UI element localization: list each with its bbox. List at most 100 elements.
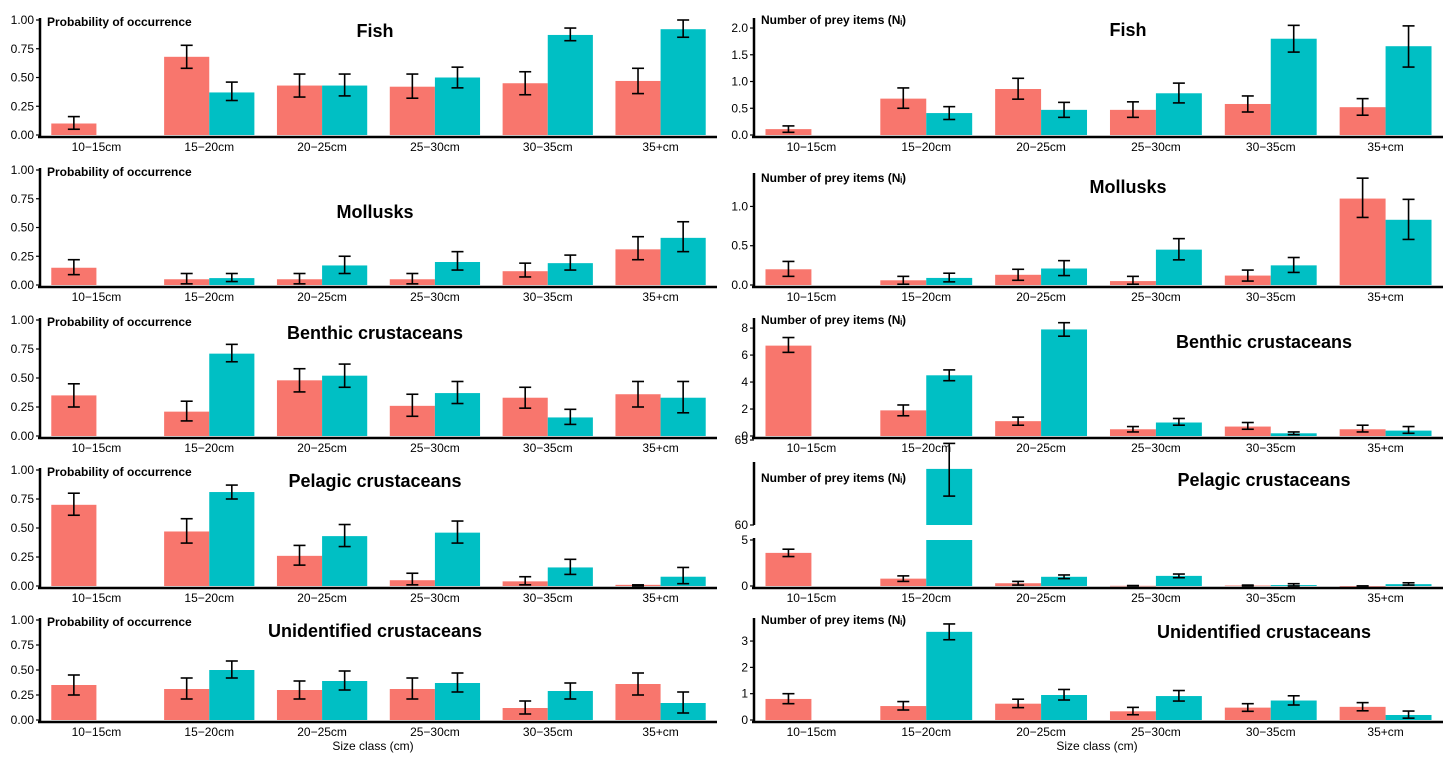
- y-tick-label: 0.25: [11, 249, 35, 263]
- bar-b: [1041, 268, 1088, 285]
- bar-b: [926, 631, 973, 720]
- x-tick-label: 15−20cm: [901, 591, 951, 605]
- x-tick-label: 20−25cm: [297, 140, 347, 154]
- panel-title: Unidentified crustaceans: [268, 621, 482, 641]
- bar-a: [995, 421, 1042, 436]
- y-tick-label: 0: [741, 429, 748, 443]
- bar-a: [1224, 426, 1271, 436]
- y-tick-label: 2.0: [731, 21, 748, 35]
- bar-b: [1270, 700, 1317, 720]
- x-tick-label: 10−15cm: [787, 591, 837, 605]
- y-tick-label: 0.00: [11, 429, 35, 443]
- x-tick-label: 10−15cm: [787, 290, 837, 304]
- panel-title: Pelagic crustaceans: [288, 471, 461, 491]
- x-tick-label: 35+cm: [1367, 591, 1403, 605]
- x-tick-label: 30−35cm: [523, 441, 573, 455]
- bar-b: [547, 263, 593, 285]
- panel-title: Mollusks: [1089, 177, 1166, 197]
- bar-b: [1155, 696, 1202, 720]
- x-tick-label: 15−20cm: [184, 591, 234, 605]
- y-tick-label: 0.0: [731, 278, 748, 292]
- bar-b: [926, 375, 973, 436]
- x-tick-label: 15−20cm: [184, 441, 234, 455]
- x-tick-label: 25−30cm: [1131, 591, 1181, 605]
- bar-b: [926, 113, 973, 135]
- x-tick-label: 30−35cm: [1246, 290, 1296, 304]
- bar-a: [1109, 711, 1156, 720]
- x-tick-label: 30−35cm: [523, 591, 573, 605]
- panel-title: Benthic crustaceans: [287, 323, 463, 343]
- bar-a: [164, 56, 210, 135]
- bar-a: [995, 703, 1042, 720]
- x-tick-label: 15−20cm: [184, 140, 234, 154]
- bar-b: [209, 492, 255, 586]
- y-tick-label: 6: [741, 348, 748, 362]
- x-tick-label: 20−25cm: [297, 441, 347, 455]
- y-tick-label: 2: [741, 402, 748, 416]
- y-tick-label: 1.00: [11, 313, 35, 327]
- x-tick-label: 10−15cm: [787, 140, 837, 154]
- x-tick-label: 35+cm: [642, 290, 678, 304]
- y-tick-label: 0.00: [11, 579, 35, 593]
- bar-a: [765, 345, 812, 436]
- bar-a: [880, 578, 927, 586]
- x-tick-label: 25−30cm: [410, 725, 460, 739]
- panel-title: Fish: [1109, 20, 1146, 40]
- x-tick-label: 25−30cm: [410, 290, 460, 304]
- y-tick-label: 1.5: [731, 48, 748, 62]
- y-axis-label: Number of prey items (Nᵢ): [761, 13, 906, 27]
- x-tick-label: 25−30cm: [1131, 441, 1181, 455]
- panel-title: Benthic crustaceans: [1176, 332, 1352, 352]
- x-tick-label: 25−30cm: [1131, 290, 1181, 304]
- y-tick-label: 65: [735, 433, 749, 447]
- y-tick-label: 0: [741, 579, 748, 593]
- bar-b: [547, 34, 593, 136]
- y-tick-label: 2: [741, 660, 748, 674]
- x-tick-label: 15−20cm: [184, 290, 234, 304]
- x-tick-label: 30−35cm: [1246, 591, 1296, 605]
- y-tick-label: 4: [741, 375, 748, 389]
- y-tick-label: 0.75: [11, 342, 35, 356]
- y-tick-label: 3: [741, 634, 748, 648]
- bar-b: [1041, 329, 1088, 436]
- y-tick-label: 0.75: [11, 192, 35, 206]
- x-tick-label: 35+cm: [642, 441, 678, 455]
- y-tick-label: 0.25: [11, 99, 35, 113]
- bar-b: [1270, 265, 1317, 285]
- y-tick-label: 60: [735, 518, 749, 532]
- y-tick-label: 0.75: [11, 638, 35, 652]
- y-tick-label: 0.0: [731, 128, 748, 142]
- y-axis-label: Number of prey items (Nᵢ): [761, 171, 906, 185]
- bar-b: [547, 417, 593, 436]
- x-tick-label: 20−25cm: [297, 725, 347, 739]
- bar-b: [322, 265, 368, 285]
- bar-b: [660, 29, 706, 136]
- bar-a: [51, 267, 97, 285]
- y-tick-label: 0.5: [731, 239, 748, 253]
- y-axis-label: Probability of occurrence: [47, 315, 192, 329]
- y-tick-label: 0.50: [11, 521, 35, 535]
- bar-a: [765, 552, 812, 586]
- x-tick-label: 25−30cm: [1131, 140, 1181, 154]
- y-axis-label: Probability of occurrence: [47, 615, 192, 629]
- y-tick-label: 0.00: [11, 278, 35, 292]
- panel-title: Mollusks: [336, 202, 413, 222]
- x-axis-title-right: Size class (cm): [1056, 739, 1137, 753]
- bar-a: [1224, 707, 1271, 720]
- y-tick-label: 1.00: [11, 613, 35, 627]
- y-axis-label: Number of prey items (Nᵢ): [761, 471, 906, 485]
- x-tick-label: 35+cm: [642, 591, 678, 605]
- y-axis-label: Probability of occurrence: [47, 165, 192, 179]
- y-tick-label: 0.25: [11, 550, 35, 564]
- x-tick-label: 10−15cm: [72, 591, 122, 605]
- y-tick-label: 0.50: [11, 221, 35, 235]
- x-tick-label: 30−35cm: [523, 725, 573, 739]
- y-tick-label: 8: [741, 321, 748, 335]
- x-tick-label: 10−15cm: [72, 725, 122, 739]
- y-tick-label: 0.50: [11, 663, 35, 677]
- panel-title: Fish: [356, 21, 393, 41]
- x-tick-label: 35+cm: [642, 140, 678, 154]
- x-tick-label: 10−15cm: [72, 140, 122, 154]
- bar-a: [1339, 706, 1386, 720]
- y-tick-label: 0.50: [11, 371, 35, 385]
